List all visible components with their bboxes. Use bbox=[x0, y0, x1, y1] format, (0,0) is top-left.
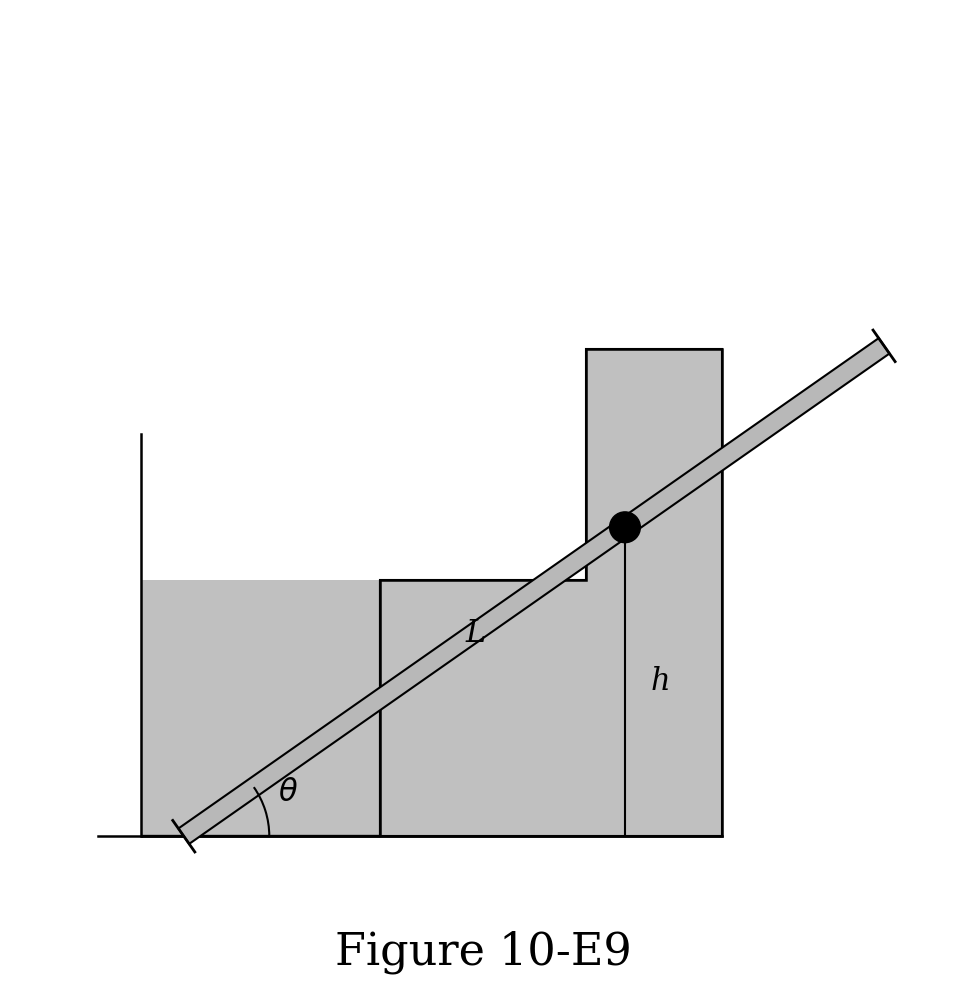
Text: L: L bbox=[466, 618, 486, 648]
Polygon shape bbox=[179, 338, 890, 844]
Text: $\theta$: $\theta$ bbox=[277, 777, 298, 808]
Bar bbox=[723, 49, 910, 836]
Polygon shape bbox=[141, 349, 723, 836]
Polygon shape bbox=[141, 349, 723, 836]
Bar bbox=[585, 49, 723, 349]
Bar bbox=[141, 434, 723, 836]
Bar bbox=[141, 49, 585, 580]
Text: h: h bbox=[651, 666, 670, 698]
Circle shape bbox=[610, 512, 640, 542]
Text: Figure 10-E9: Figure 10-E9 bbox=[334, 930, 632, 974]
